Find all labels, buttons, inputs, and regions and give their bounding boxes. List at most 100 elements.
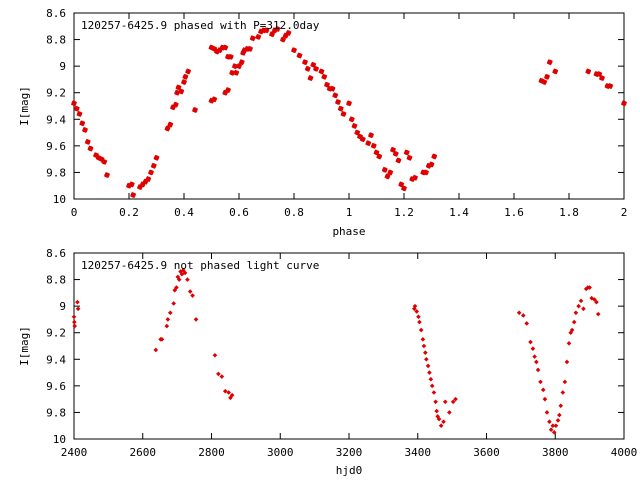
data-point bbox=[150, 162, 157, 169]
data-point bbox=[599, 75, 605, 82]
data-point bbox=[79, 120, 86, 127]
data-point bbox=[551, 430, 557, 435]
phased-x-tick-label: 1.6 bbox=[504, 206, 524, 219]
unphased-x-tick-label: 2600 bbox=[130, 446, 157, 459]
unphased-x-tick-label: 4000 bbox=[611, 446, 638, 459]
data-point bbox=[174, 285, 179, 290]
data-point bbox=[552, 68, 559, 75]
data-point bbox=[351, 122, 358, 129]
data-point bbox=[564, 359, 570, 365]
data-point bbox=[304, 65, 311, 72]
data-point bbox=[395, 157, 402, 164]
phased-light-curve-panel: 0 0.2 0.4 0.6 0.8 1 1.2 1.4 1.6 1.8 2 8.6 8.8 9 9.2 9.… bbox=[18, 7, 627, 238]
phased-x-tick-label: 1 bbox=[346, 206, 353, 219]
data-point bbox=[441, 419, 446, 425]
phased-x-tick-labels: 0 0.2 0.4 0.6 0.8 1 1.2 1.4 1.6 1.8 2 bbox=[71, 206, 628, 219]
data-point bbox=[192, 107, 198, 113]
data-point bbox=[187, 289, 193, 294]
data-point bbox=[296, 52, 303, 59]
phased-x-tick-label: 0 bbox=[71, 206, 78, 219]
unphased-y-tick-label: 9.6 bbox=[46, 380, 66, 393]
data-point bbox=[594, 299, 599, 305]
data-point bbox=[595, 311, 601, 317]
data-point bbox=[417, 319, 422, 325]
data-point bbox=[569, 327, 575, 333]
data-point bbox=[71, 100, 77, 107]
data-point bbox=[148, 169, 154, 176]
data-point bbox=[421, 343, 427, 349]
data-point bbox=[233, 69, 240, 76]
data-point bbox=[84, 138, 91, 145]
data-point bbox=[423, 169, 429, 176]
data-point bbox=[291, 47, 297, 54]
data-point bbox=[453, 396, 458, 402]
data-point bbox=[175, 274, 181, 280]
unphased-y-tick-label: 9.4 bbox=[46, 353, 66, 366]
phased-x-tick-label: 0.2 bbox=[119, 206, 139, 219]
unphased-x-tick-label: 3200 bbox=[336, 446, 363, 459]
data-point bbox=[553, 423, 559, 429]
data-point bbox=[318, 68, 325, 75]
unphased-light-curve-panel: 2400 2600 2800 3000 3200 3400 3600 3800 4000 8.6… bbox=[18, 247, 637, 477]
data-point bbox=[370, 142, 377, 149]
data-point bbox=[401, 185, 407, 192]
data-point bbox=[571, 319, 577, 325]
data-point bbox=[538, 379, 543, 385]
data-point bbox=[420, 337, 426, 342]
data-point bbox=[229, 392, 235, 398]
data-point bbox=[557, 412, 562, 418]
unphased-y-tick-label: 9 bbox=[59, 300, 66, 313]
data-point bbox=[428, 376, 434, 382]
data-point bbox=[621, 100, 627, 107]
phased-x-tick-label: 1.2 bbox=[394, 206, 414, 219]
data-point bbox=[75, 306, 81, 312]
data-point bbox=[247, 45, 253, 52]
phased-x-tick-label: 0.8 bbox=[284, 206, 304, 219]
data-point bbox=[185, 68, 192, 75]
data-point bbox=[104, 172, 110, 179]
data-point bbox=[450, 399, 456, 405]
data-point bbox=[555, 418, 561, 423]
phased-y-tick-label: 9.2 bbox=[46, 87, 66, 100]
data-point bbox=[101, 158, 108, 165]
data-point bbox=[516, 310, 522, 316]
data-point bbox=[414, 309, 420, 314]
data-point bbox=[274, 25, 281, 32]
data-point bbox=[172, 101, 179, 108]
data-point bbox=[427, 370, 432, 375]
data-point bbox=[434, 408, 439, 414]
data-point bbox=[562, 379, 568, 385]
data-point bbox=[73, 105, 80, 112]
data-point bbox=[340, 111, 347, 117]
data-point bbox=[589, 295, 594, 301]
data-point bbox=[329, 85, 336, 92]
data-point bbox=[431, 153, 438, 160]
unphased-y-tick-label: 8.8 bbox=[46, 274, 66, 287]
unphased-x-tick-label: 3000 bbox=[267, 446, 294, 459]
data-point bbox=[381, 166, 388, 173]
data-point bbox=[307, 75, 314, 82]
unphased-ticks bbox=[73, 252, 625, 440]
data-point bbox=[71, 314, 77, 320]
phased-x-tick-label: 1.8 bbox=[559, 206, 579, 219]
data-point bbox=[544, 410, 550, 415]
data-point bbox=[541, 79, 548, 86]
data-point bbox=[428, 161, 435, 168]
data-point bbox=[587, 285, 592, 290]
phased-y-tick-label: 9.8 bbox=[46, 166, 66, 179]
unphased-x-tick-label: 3400 bbox=[405, 446, 432, 459]
phased-y-tick-label: 8.8 bbox=[46, 34, 66, 47]
data-point bbox=[174, 89, 181, 96]
phased-data-points bbox=[71, 25, 627, 198]
data-point bbox=[558, 403, 564, 409]
data-point bbox=[418, 327, 424, 333]
phased-x-tick-label: 0.4 bbox=[174, 206, 194, 219]
data-point bbox=[524, 321, 530, 326]
data-point bbox=[534, 359, 539, 365]
data-point bbox=[568, 330, 574, 336]
data-point bbox=[263, 27, 270, 34]
unphased-y-tick-label: 9.8 bbox=[46, 406, 66, 419]
data-point bbox=[190, 293, 195, 298]
data-point bbox=[436, 416, 442, 422]
unphased-x-axis-label: hjd0 bbox=[336, 464, 363, 477]
